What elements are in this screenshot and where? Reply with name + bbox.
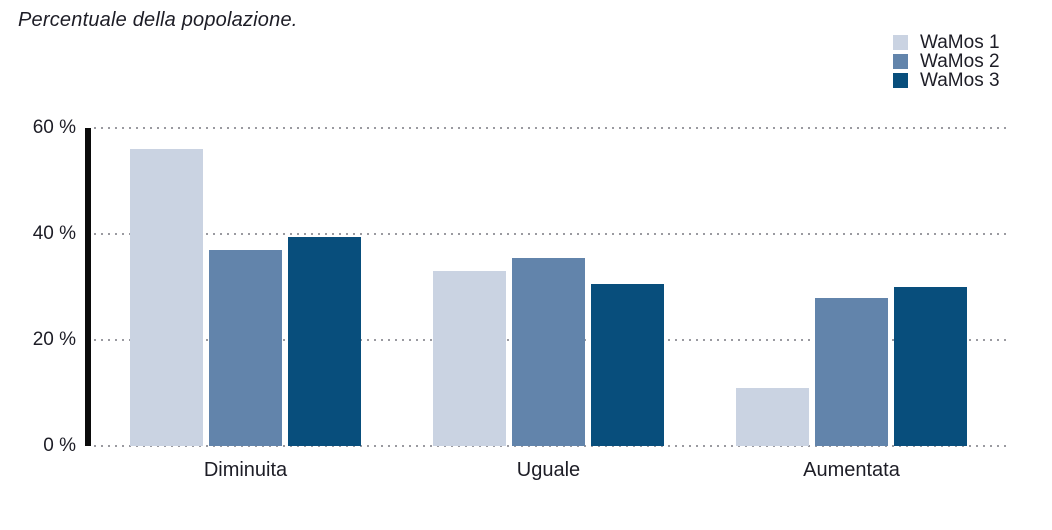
y-axis-tick-labels: 60 % 40 % 20 % 0 % — [0, 117, 76, 456]
gridline-60 — [94, 127, 1008, 129]
bar-wamos-3-diminuita — [288, 236, 361, 446]
legend-item-wamos-3: WaMos 3 — [893, 70, 1000, 91]
bar-wamos-1-diminuita — [130, 149, 203, 446]
x-axis-label-uguale: Uguale — [516, 459, 581, 481]
bar-wamos-2-uguale — [512, 257, 585, 446]
plot-area: Diminuita Uguale Aumentata — [85, 127, 1008, 481]
legend-swatch-wamos-2 — [893, 54, 908, 69]
legend-label: WaMos 3 — [920, 70, 1000, 91]
bar-group-diminuita: Diminuita — [130, 128, 361, 481]
gridline-40 — [94, 233, 1008, 236]
bar-wamos-1-aumentata — [736, 387, 809, 446]
chart-title: Percentuale della popolazione. — [18, 9, 298, 31]
legend-item-wamos-1: WaMos 1 — [893, 32, 1000, 53]
bar-group-aumentata: Aumentata — [736, 128, 967, 481]
bar-wamos-3-aumentata — [894, 287, 967, 446]
legend-swatch-wamos-1 — [893, 35, 908, 50]
bar-group-uguale: Uguale — [433, 128, 664, 481]
x-axis-label-aumentata: Aumentata — [803, 459, 900, 481]
y-tick-label-20: 20 % — [32, 329, 76, 350]
bar-wamos-3-uguale — [591, 284, 664, 446]
bar-groups: Diminuita Uguale Aumentata — [91, 128, 1008, 481]
bar-wamos-1-uguale — [433, 271, 506, 446]
x-axis-label-diminuita: Diminuita — [203, 459, 288, 481]
gridline-0 — [94, 445, 1008, 447]
legend-swatch-wamos-3 — [893, 73, 908, 88]
y-tick-label-40: 40 % — [32, 223, 76, 244]
legend: WaMos 1 WaMos 2 WaMos 3 — [893, 32, 1000, 91]
bar-wamos-2-aumentata — [815, 297, 888, 446]
y-tick-label-0: 0 % — [43, 435, 76, 456]
legend-item-wamos-2: WaMos 2 — [893, 51, 1000, 72]
y-tick-label-60: 60 % — [32, 117, 76, 138]
legend-label: WaMos 2 — [920, 51, 1000, 72]
bar-wamos-2-diminuita — [209, 249, 282, 446]
legend-label: WaMos 1 — [920, 32, 1000, 53]
